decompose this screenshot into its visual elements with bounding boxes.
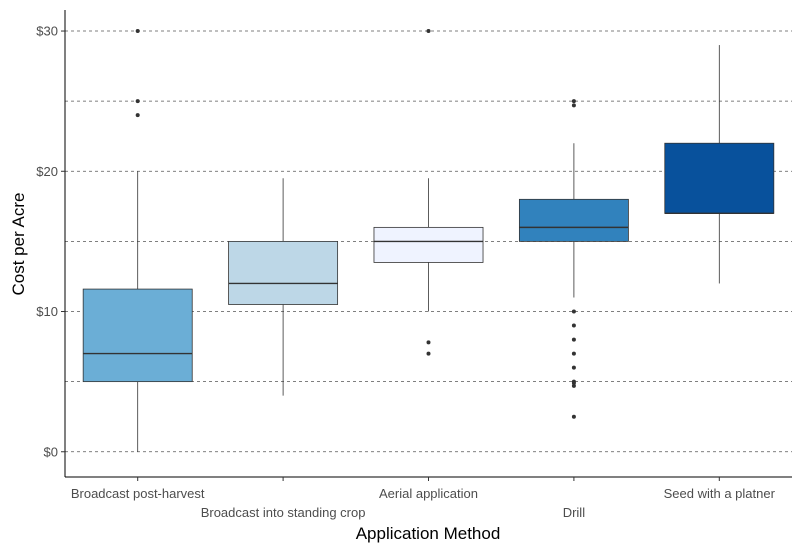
outlier-point [571,103,576,108]
outlier-point [571,337,576,342]
outlier-point [135,29,140,34]
x-tick-label: Broadcast into standing crop [201,505,366,520]
box [518,198,629,242]
outlier-point [571,99,576,104]
x-tick-label: Seed with a platner [664,486,776,501]
box [664,142,775,214]
x-axis-title: Application Method [356,524,501,543]
y-tick-label: $0 [44,444,58,459]
box-group [82,29,193,452]
x-tick-label: Broadcast post-harvest [71,486,205,501]
box-group [373,29,484,356]
outlier-point [571,379,576,384]
outlier-point [426,351,431,356]
box-group [664,45,775,284]
outlier-point [571,351,576,356]
outlier-point [135,99,140,104]
y-tick-label: $20 [36,164,58,179]
outlier-point [135,113,140,118]
boxes [82,29,775,452]
outlier-point [426,340,431,345]
box [82,288,193,383]
outlier-point [571,309,576,314]
outlier-point [571,414,576,419]
x-tick-label: Drill [563,505,585,520]
outlier-point [571,323,576,328]
x-tick-label: Aerial application [379,486,478,501]
y-axis-title: Cost per Acre [9,193,28,296]
outlier-point [426,29,431,34]
y-tick-label: $10 [36,304,58,319]
box-group [228,178,339,396]
box [228,240,339,305]
outlier-point [571,365,576,370]
box [373,226,484,263]
ticks: $0 $10 $20 $30 Broadcast post-harvest Broadca… [36,24,775,520]
outlier-point [571,383,576,388]
box-group [518,99,629,419]
y-tick-label: $30 [36,24,58,39]
